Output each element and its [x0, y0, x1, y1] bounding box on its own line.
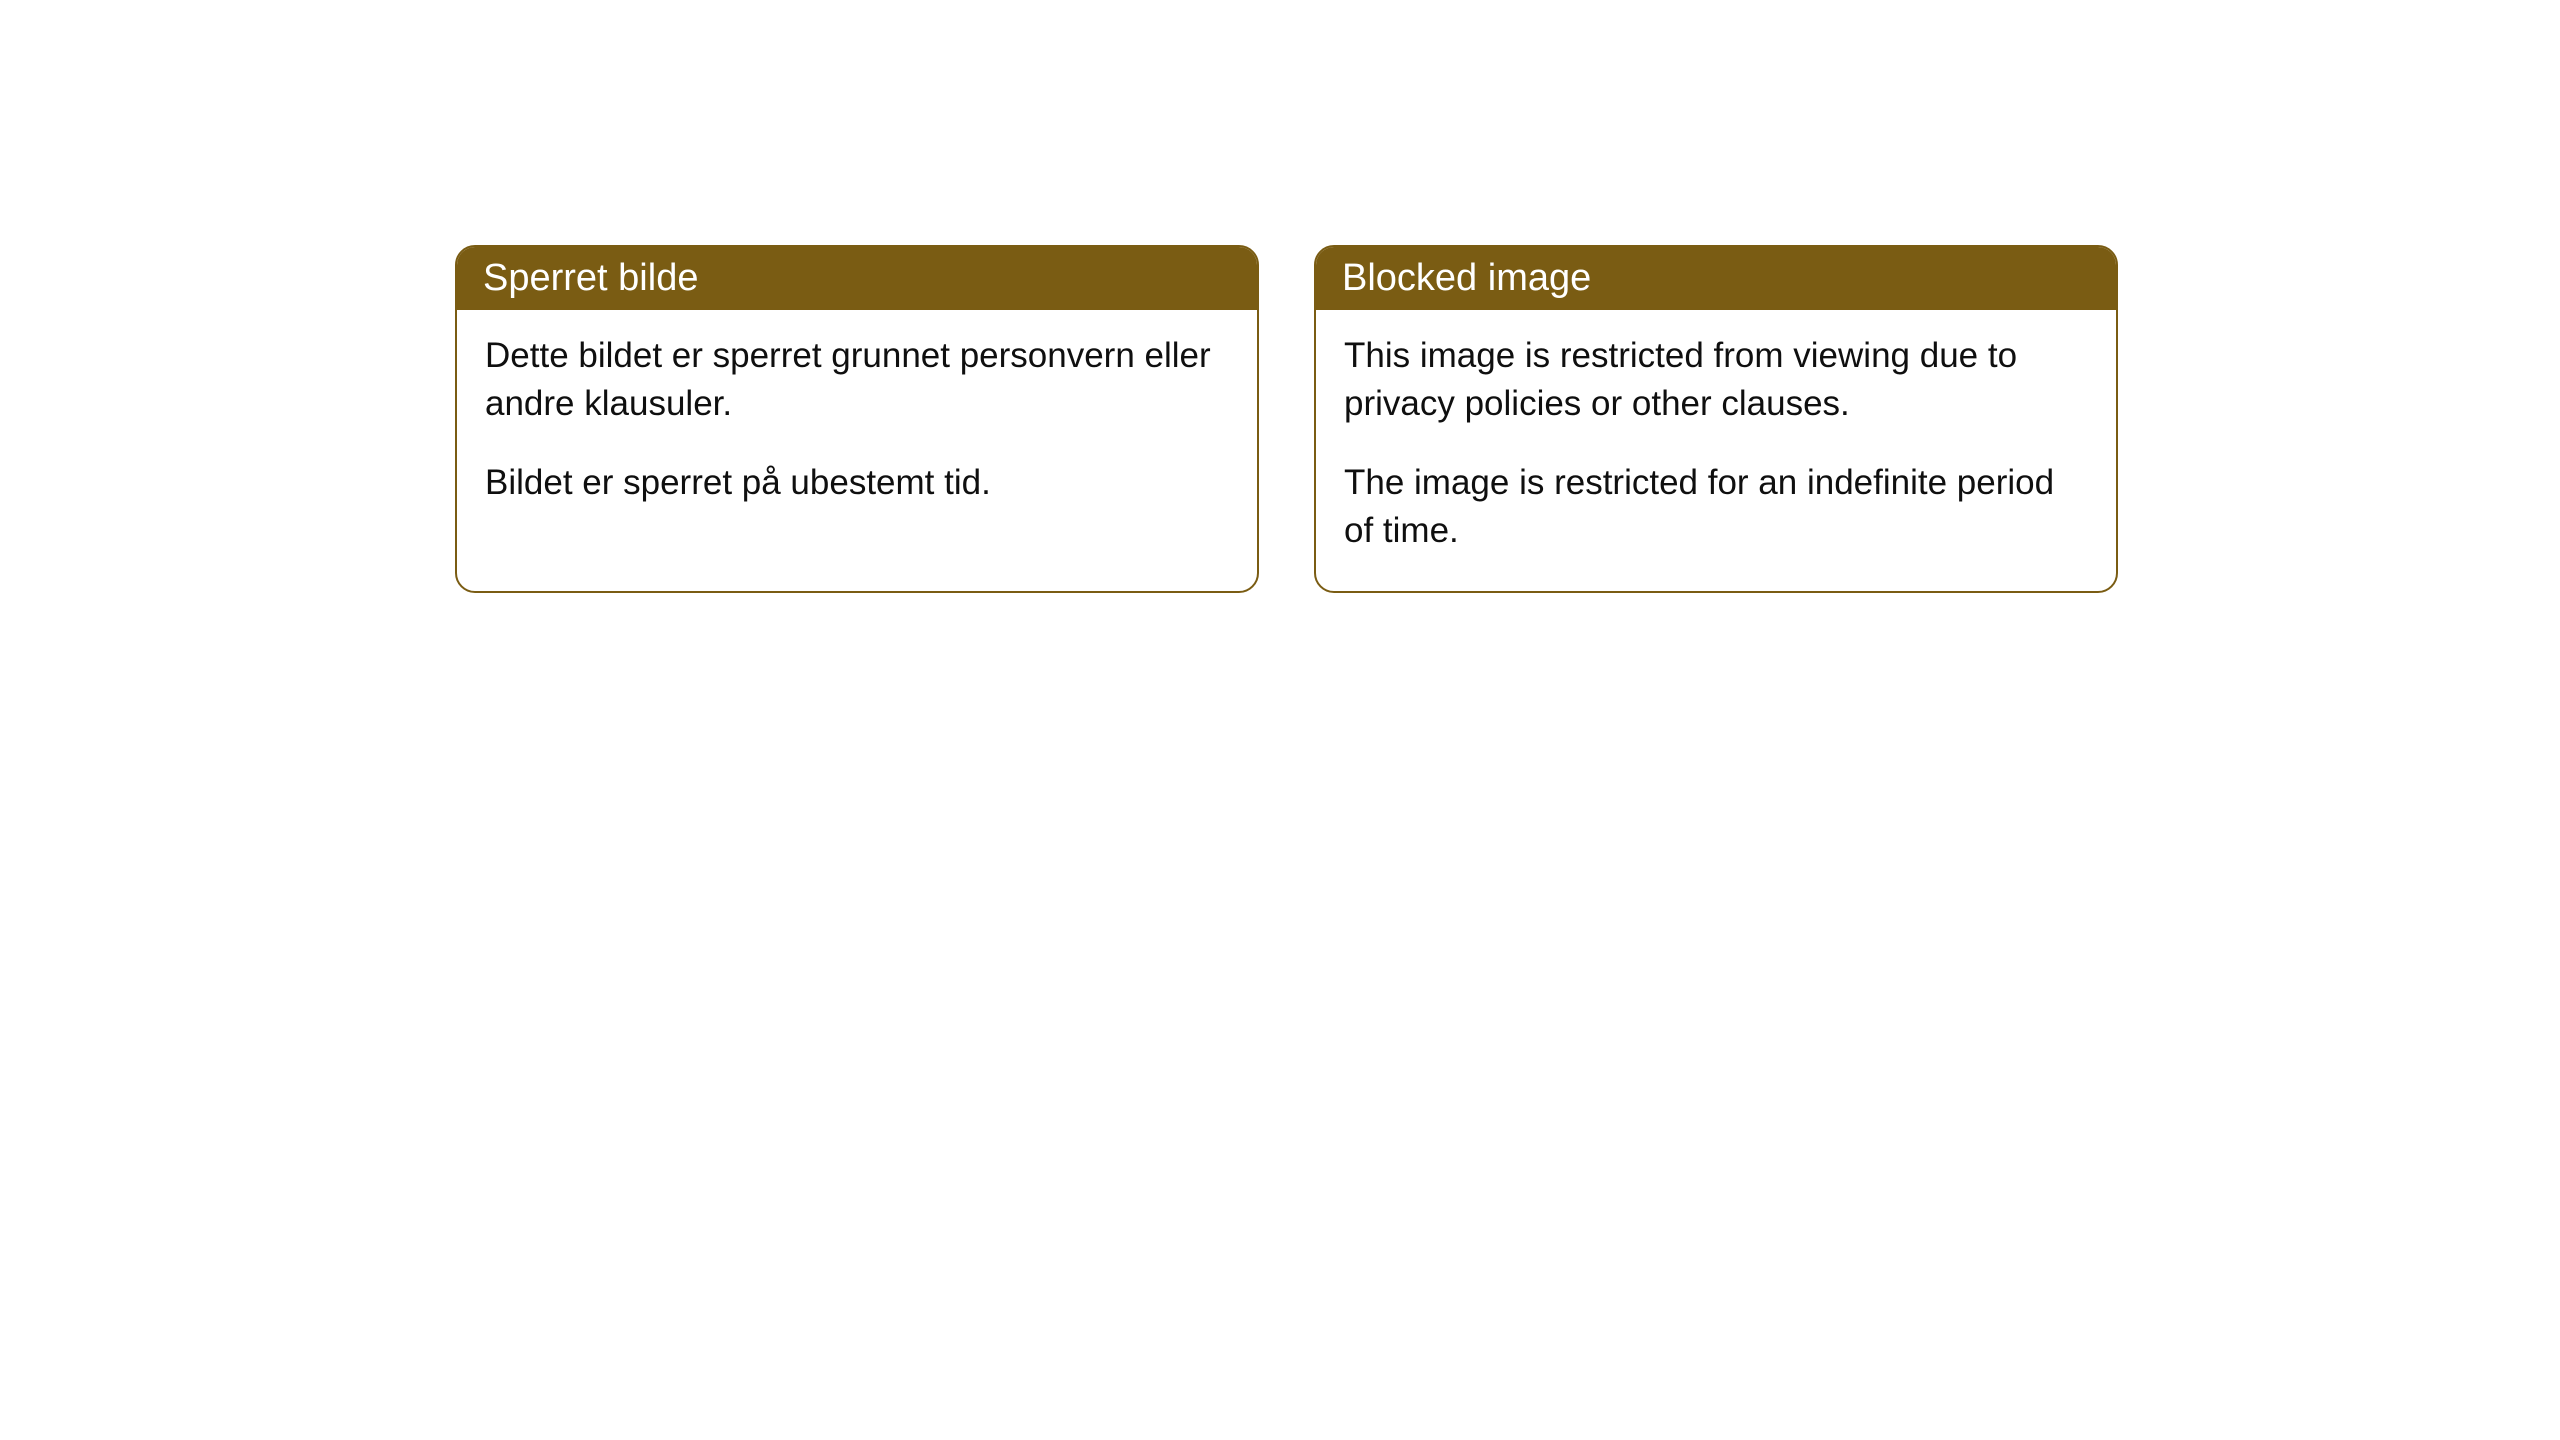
card-paragraph: Bildet er sperret på ubestemt tid.	[485, 459, 1229, 507]
notice-cards-container: Sperret bilde Dette bildet er sperret gr…	[455, 245, 2118, 593]
card-body: Dette bildet er sperret grunnet personve…	[457, 310, 1257, 543]
notice-card-english: Blocked image This image is restricted f…	[1314, 245, 2118, 593]
card-paragraph: This image is restricted from viewing du…	[1344, 332, 2088, 429]
card-header: Blocked image	[1316, 247, 2116, 310]
card-title: Sperret bilde	[483, 257, 698, 299]
card-body: This image is restricted from viewing du…	[1316, 310, 2116, 591]
card-paragraph: The image is restricted for an indefinit…	[1344, 459, 2088, 556]
card-title: Blocked image	[1342, 257, 1591, 299]
notice-card-norwegian: Sperret bilde Dette bildet er sperret gr…	[455, 245, 1259, 593]
card-paragraph: Dette bildet er sperret grunnet personve…	[485, 332, 1229, 429]
card-header: Sperret bilde	[457, 247, 1257, 310]
